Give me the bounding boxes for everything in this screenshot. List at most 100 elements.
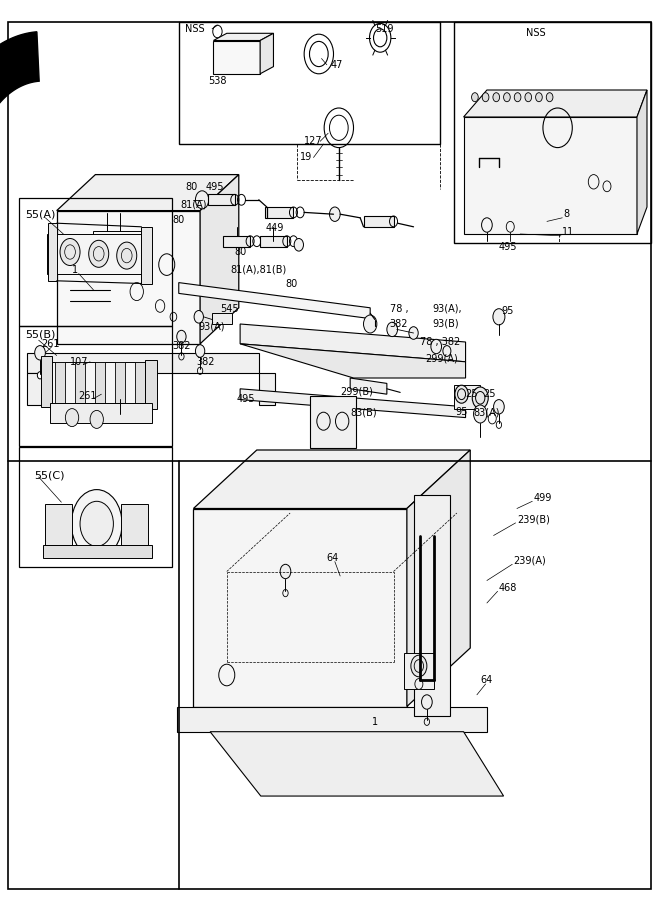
Circle shape	[409, 327, 418, 339]
Circle shape	[117, 412, 123, 419]
Text: 81(A),81(B): 81(A),81(B)	[230, 264, 286, 274]
Polygon shape	[0, 32, 39, 180]
Text: 1: 1	[372, 716, 378, 727]
Circle shape	[194, 310, 203, 323]
Polygon shape	[145, 360, 157, 410]
Text: 95: 95	[456, 407, 468, 418]
Text: 93(A),: 93(A),	[432, 303, 462, 314]
Polygon shape	[210, 732, 504, 796]
Text: 468: 468	[499, 582, 518, 593]
Text: 80: 80	[285, 279, 297, 290]
Polygon shape	[240, 344, 466, 378]
Text: 80: 80	[185, 182, 197, 193]
Circle shape	[177, 330, 186, 343]
Circle shape	[536, 93, 542, 102]
Bar	[19, 447, 172, 567]
Polygon shape	[43, 544, 152, 558]
Text: 239(A): 239(A)	[514, 555, 546, 566]
Bar	[19, 198, 172, 326]
Polygon shape	[45, 504, 72, 544]
Text: 495: 495	[499, 242, 518, 253]
Text: 80: 80	[172, 214, 184, 225]
Polygon shape	[95, 362, 105, 403]
Polygon shape	[135, 362, 145, 403]
Polygon shape	[55, 362, 65, 403]
Text: 11: 11	[562, 227, 574, 238]
Circle shape	[525, 93, 532, 102]
Polygon shape	[213, 33, 273, 40]
Text: 545: 545	[220, 303, 239, 314]
Text: 495: 495	[205, 182, 224, 193]
Polygon shape	[208, 194, 235, 205]
Text: 261: 261	[41, 338, 60, 349]
Circle shape	[71, 490, 122, 558]
Polygon shape	[213, 40, 260, 74]
Text: 83(B): 83(B)	[350, 407, 377, 418]
Bar	[454, 22, 651, 243]
Circle shape	[280, 564, 291, 579]
Circle shape	[546, 93, 553, 102]
Polygon shape	[240, 389, 466, 418]
Circle shape	[35, 346, 45, 360]
Circle shape	[117, 242, 137, 269]
Polygon shape	[57, 175, 239, 211]
Polygon shape	[637, 90, 647, 234]
Polygon shape	[464, 117, 637, 234]
Circle shape	[90, 410, 103, 428]
Text: 93(B): 93(B)	[432, 319, 459, 329]
Text: 95: 95	[502, 306, 514, 317]
Text: 83(A): 83(A)	[474, 407, 500, 418]
Text: 382: 382	[197, 356, 215, 367]
Bar	[93, 231, 147, 258]
Circle shape	[364, 315, 377, 333]
Circle shape	[482, 93, 489, 102]
Circle shape	[294, 238, 303, 251]
Circle shape	[472, 387, 488, 409]
Circle shape	[37, 372, 43, 379]
Circle shape	[431, 339, 442, 354]
Polygon shape	[27, 373, 43, 405]
Polygon shape	[47, 234, 150, 274]
Bar	[179, 22, 440, 144]
Polygon shape	[43, 362, 153, 403]
Circle shape	[494, 400, 504, 414]
Text: 1: 1	[72, 265, 78, 275]
Circle shape	[493, 93, 500, 102]
Text: 538: 538	[208, 76, 227, 86]
Polygon shape	[57, 211, 200, 344]
Text: 64: 64	[327, 553, 339, 563]
Circle shape	[115, 384, 125, 399]
Polygon shape	[75, 362, 85, 403]
Text: 382: 382	[172, 340, 191, 351]
Polygon shape	[454, 385, 480, 410]
Polygon shape	[364, 216, 394, 227]
Text: NSS: NSS	[526, 28, 545, 39]
Text: 449: 449	[265, 222, 284, 233]
Circle shape	[422, 695, 432, 709]
Circle shape	[195, 345, 205, 357]
Polygon shape	[200, 175, 239, 344]
Text: 93(A): 93(A)	[199, 321, 225, 332]
Polygon shape	[407, 450, 470, 706]
Text: 8: 8	[564, 209, 570, 220]
Text: 25: 25	[484, 389, 496, 400]
Circle shape	[472, 93, 478, 102]
Polygon shape	[265, 207, 293, 218]
Text: 519: 519	[375, 23, 394, 34]
Circle shape	[514, 93, 521, 102]
Text: 239(B): 239(B)	[517, 514, 550, 525]
Polygon shape	[177, 706, 487, 732]
Polygon shape	[260, 33, 273, 74]
Text: 78 ,: 78 ,	[390, 303, 408, 314]
Polygon shape	[48, 223, 57, 281]
Text: 299(A): 299(A)	[426, 353, 458, 364]
Text: 55(C): 55(C)	[35, 470, 65, 481]
Polygon shape	[115, 362, 125, 403]
Polygon shape	[223, 236, 250, 247]
Text: 19: 19	[300, 152, 312, 163]
Text: 55(B): 55(B)	[25, 329, 56, 340]
Polygon shape	[121, 504, 148, 544]
Polygon shape	[41, 356, 52, 407]
Text: 55(A): 55(A)	[25, 209, 56, 220]
Text: 80: 80	[235, 247, 247, 257]
